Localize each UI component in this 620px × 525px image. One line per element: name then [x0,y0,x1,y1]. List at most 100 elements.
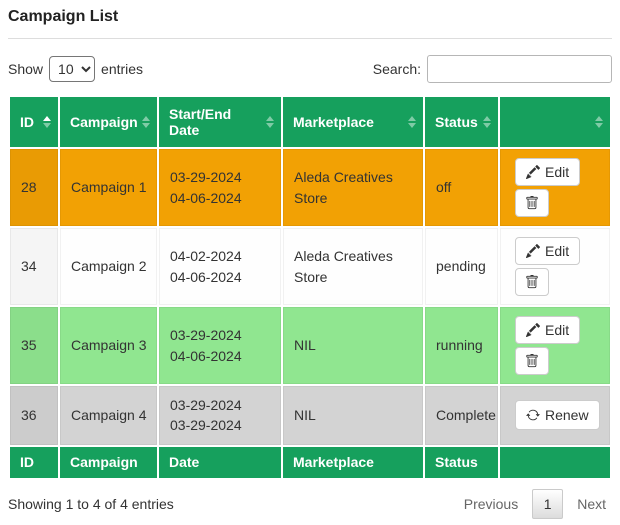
table-footer-bar: Showing 1 to 4 of 4 entries Previous 1 N… [8,488,612,519]
sort-desc-icon [142,123,150,128]
cell-actions: Renew [500,386,610,445]
edit-button[interactable]: Edit [515,237,581,265]
cell-actions: Edit [500,307,610,384]
trash-icon [526,196,538,210]
cell-marketplace: NIL [283,307,423,384]
cell-campaign: Campaign 4 [60,386,157,445]
footer-row: ID Campaign Date Marketplace Status [10,446,610,478]
cell-marketplace: Aleda Creatives Store [283,149,423,226]
next-page-button[interactable]: Next [577,495,606,512]
sort-arrows-icon [142,116,150,128]
sort-asc-icon [595,116,603,121]
renew-button[interactable]: Renew [515,400,600,431]
sort-asc-icon [408,116,416,121]
cell-dates: 03-29-2024 03-29-2024 [159,386,281,445]
table-controls: Show 10 entries Search: [8,55,612,83]
column-header-id[interactable]: ID [10,97,58,147]
search-input[interactable] [427,55,612,83]
sort-arrows-icon [43,116,51,128]
delete-button[interactable] [515,268,549,296]
cell-status: off [425,149,498,226]
start-date: 03-29-2024 [170,327,242,344]
sort-desc-icon [266,123,274,128]
column-header-date[interactable]: Start/End Date [159,97,281,147]
sort-desc-icon [483,123,491,128]
footer-header-date: Date [159,446,281,478]
search-control: Search: [373,55,612,83]
end-date: 04-06-2024 [170,347,242,364]
delete-button[interactable] [515,347,549,375]
sort-asc-icon [142,116,150,121]
end-date: 04-06-2024 [170,189,242,206]
trash-icon [526,275,538,289]
header-row: ID Campaign Start/End Date Marketplace S… [10,97,610,147]
pagination: Previous 1 Next [458,488,612,519]
column-header-marketplace[interactable]: Marketplace [283,97,423,147]
entries-label: entries [101,61,144,77]
cell-id: 28 [10,149,58,226]
cell-dates: 03-29-2024 04-06-2024 [159,149,281,226]
cell-actions: Edit [500,228,610,305]
cell-status: Complete [425,386,498,445]
cell-actions: Edit [500,149,610,226]
cell-dates: 04-02-2024 04-06-2024 [159,228,281,305]
sort-asc-icon [483,116,491,121]
search-label: Search: [372,61,421,77]
footer-header-campaign: Campaign [60,446,157,478]
previous-page-button[interactable]: Previous [463,495,519,512]
sort-asc-icon [266,116,274,121]
campaign-table: ID Campaign Start/End Date Marketplace S… [8,95,612,480]
page-title: Campaign List [8,8,119,25]
table-row: 28 Campaign 1 03-29-2024 04-06-2024 Aled… [10,149,610,226]
entries-select[interactable]: 10 [49,56,96,82]
table-row: 35 Campaign 3 03-29-2024 04-06-2024 NIL … [10,307,610,384]
sort-desc-icon [408,123,416,128]
edit-button[interactable]: Edit [515,316,581,344]
current-page-button[interactable]: 1 [532,488,564,519]
pencil-icon [526,323,540,337]
column-header-actions[interactable] [500,97,610,147]
show-label: Show [8,61,44,77]
table-row: 36 Campaign 4 03-29-2024 03-29-2024 NIL … [10,386,610,445]
sort-arrows-icon [595,116,603,128]
start-date: 03-29-2024 [170,169,242,186]
refresh-icon [526,410,540,421]
edit-button[interactable]: Edit [515,158,581,186]
end-date: 04-06-2024 [170,268,242,285]
entries-info: Showing 1 to 4 of 4 entries [8,495,174,512]
cell-marketplace: Aleda Creatives Store [283,228,423,305]
delete-button[interactable] [515,189,549,217]
cell-status: pending [425,228,498,305]
cell-campaign: Campaign 2 [60,228,157,305]
cell-marketplace: NIL [283,386,423,445]
pencil-icon [526,244,540,258]
end-date: 03-29-2024 [170,417,242,434]
cell-campaign: Campaign 3 [60,307,157,384]
divider [8,38,612,39]
footer-header-id: ID [10,446,58,478]
footer-header-status: Status [425,446,498,478]
cell-id: 36 [10,386,58,445]
sort-asc-icon [43,116,51,121]
start-date: 04-02-2024 [170,248,242,265]
cell-status: running [425,307,498,384]
sort-arrows-icon [408,116,416,128]
footer-header-actions [500,446,610,478]
footer-header-marketplace: Marketplace [283,446,423,478]
cell-dates: 03-29-2024 04-06-2024 [159,307,281,384]
pencil-icon [526,165,540,179]
trash-icon [526,354,538,368]
page-length-control: Show 10 entries [8,56,143,82]
column-header-status[interactable]: Status [425,97,498,147]
cell-campaign: Campaign 1 [60,149,157,226]
sort-desc-icon [43,123,51,128]
sort-arrows-icon [483,116,491,128]
cell-id: 35 [10,307,58,384]
table-row: 34 Campaign 2 04-02-2024 04-06-2024 Aled… [10,228,610,305]
sort-arrows-icon [266,116,274,128]
sort-desc-icon [595,123,603,128]
column-header-campaign[interactable]: Campaign [60,97,157,147]
start-date: 03-29-2024 [170,397,242,413]
cell-id: 34 [10,228,58,305]
